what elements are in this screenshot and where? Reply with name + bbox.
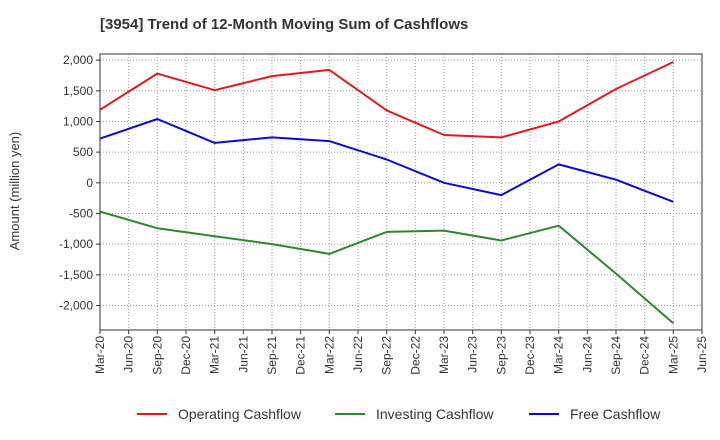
x-tick-label: Sep-21 [265, 336, 279, 375]
x-tick-label: Mar-24 [552, 336, 566, 374]
x-tick-label: Mar-23 [437, 336, 451, 374]
x-tick-label: Sep-22 [380, 336, 394, 375]
y-tick-label: 1,000 [63, 114, 93, 128]
x-tick-label: Jun-21 [236, 336, 250, 373]
x-tick-label: Jun-22 [351, 336, 365, 373]
y-tick-label: -2,000 [59, 298, 93, 312]
series-line-investing-cashflow [99, 210, 674, 325]
y-axis-ticks: 2,000 1,500 1,000 500 0 -500 -1,000 -1,500 -2,00… [59, 53, 100, 312]
y-tick-label: -500 [69, 206, 93, 220]
series-lines [99, 61, 674, 325]
legend-label: Operating Cashflow [178, 406, 302, 422]
series-line-operating-cashflow [99, 61, 674, 139]
x-tick-label: Sep-20 [150, 336, 164, 375]
y-tick-label: 1,500 [63, 84, 93, 98]
x-tick-label: Mar-22 [322, 336, 336, 374]
x-tick-label: Dec-24 [638, 336, 652, 375]
x-tick-label: Dec-23 [523, 336, 537, 375]
y-tick-label: 2,000 [63, 53, 93, 67]
x-tick-label: Sep-24 [609, 336, 623, 375]
grid [100, 54, 702, 330]
x-tick-label: Jun-23 [466, 336, 480, 373]
x-tick-label: Mar-25 [666, 336, 680, 374]
plot-frame [99, 53, 703, 331]
x-tick-label: Mar-21 [208, 336, 222, 374]
x-tick-label: Jun-24 [580, 336, 594, 373]
series-line-free-cashflow [99, 118, 674, 203]
y-tick-label: 0 [86, 176, 93, 190]
y-tick-label: 500 [73, 145, 93, 159]
x-tick-label: Dec-20 [179, 336, 193, 375]
x-tick-label: Jun-25 [695, 336, 709, 373]
x-axis-ticks: Mar-20 Jun-20 Sep-20 Dec-20 Mar-21 Jun-21 Sep-… [93, 330, 709, 375]
x-tick-label: Dec-21 [294, 336, 308, 375]
x-tick-label: Sep-23 [494, 336, 508, 375]
legend: Operating Cashflow Investing Cashflow Free… [137, 406, 661, 422]
x-tick-label: Mar-20 [93, 336, 107, 374]
x-tick-label: Dec-22 [408, 336, 422, 375]
chart-title: [3954] Trend of 12-Month Moving Sum of C… [100, 16, 468, 33]
x-tick-label: Jun-20 [122, 336, 136, 373]
legend-label: Free Cashflow [570, 406, 661, 422]
y-tick-label: -1,500 [59, 268, 93, 282]
legend-label: Investing Cashflow [376, 406, 494, 422]
y-axis-label: Amount (million yen) [7, 132, 22, 251]
y-tick-label: -1,000 [59, 237, 93, 251]
